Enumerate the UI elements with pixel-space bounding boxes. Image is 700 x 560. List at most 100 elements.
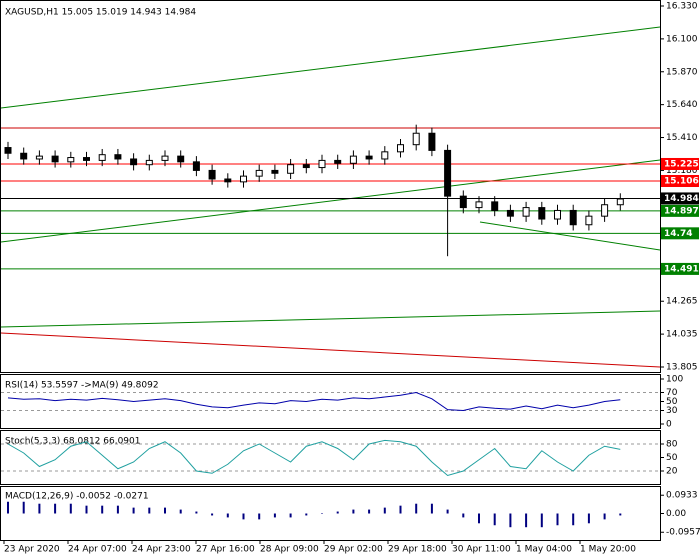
candle-body [349, 155, 357, 164]
candle-body [475, 201, 483, 209]
trend-line [0, 310, 661, 328]
candle-body [177, 155, 185, 163]
histogram-bar [415, 503, 418, 514]
candle-body [554, 209, 561, 220]
candle-body [569, 209, 577, 226]
candle-body [130, 158, 138, 166]
candle-body [318, 159, 326, 169]
histogram-bar [226, 513, 229, 518]
candle-body [161, 155, 169, 161]
histogram-bar [69, 503, 72, 514]
price-label-box [661, 174, 699, 187]
candle-body [538, 207, 546, 220]
candle-body [412, 132, 420, 146]
x-tick-label: 27 Apr 16:00 [196, 545, 255, 555]
histogram-bar [509, 513, 512, 528]
y-tick-label: 70 [666, 388, 678, 398]
histogram-bar [116, 505, 119, 514]
x-tick-label: 23 Apr 2020 [4, 545, 60, 555]
histogram-bar [383, 507, 386, 514]
candle-body [20, 152, 28, 160]
histogram-bar [148, 507, 151, 514]
histogram-bar [446, 509, 449, 514]
x-tick-label: 29 Apr 02:00 [324, 545, 383, 555]
candle-body [51, 155, 59, 163]
histogram-bar [478, 513, 480, 524]
histogram-bar [195, 511, 198, 514]
candle-body [83, 157, 90, 161]
x-tick-label: 30 Apr 11:00 [452, 545, 511, 555]
histogram-bar [540, 513, 543, 528]
histogram-bar [258, 513, 261, 520]
histogram-bar [242, 513, 245, 520]
y-tick-label: 30 [666, 406, 678, 416]
y-tick-label: 50 [666, 453, 678, 463]
histogram-bar [179, 509, 182, 514]
histogram-bar [336, 511, 339, 514]
histogram-bar [619, 513, 622, 516]
trend-line [479, 221, 661, 251]
y-tick-label: 15.870 [666, 67, 698, 77]
candle-body [35, 155, 43, 160]
x-tick-label: 1 May 20:00 [580, 545, 636, 555]
candle-body [491, 201, 499, 211]
panel-title: RSI(14) 53.5597 ->MA(9) 49.8092 [5, 381, 159, 391]
candle-body [145, 159, 153, 166]
price-label-box [661, 204, 699, 217]
histogram-bar [164, 507, 166, 514]
candle-body [224, 178, 232, 183]
candle-body [302, 164, 310, 169]
candle-body [397, 144, 404, 153]
indicator-line [7, 391, 621, 412]
y-tick-label: 50 [666, 397, 678, 407]
histogram-bar [556, 513, 559, 526]
y-tick-label: 16.330 [666, 2, 698, 12]
candle-body [334, 159, 342, 164]
candle-body [208, 169, 216, 180]
candle-body [98, 154, 106, 161]
y-tick-label: 0 [666, 420, 672, 430]
price-label: 14.491 [664, 264, 699, 274]
candle-body [255, 169, 263, 177]
histogram-bar [101, 505, 104, 514]
candle-body [287, 164, 295, 174]
candle-body [271, 169, 279, 174]
histogram-bar [368, 509, 371, 514]
y-tick-label: 80 [666, 440, 678, 450]
candle-body [114, 154, 122, 160]
price-label: 15.106 [664, 176, 699, 186]
y-tick-label: -0.0957 [666, 528, 700, 538]
candle-body [601, 204, 609, 217]
x-tick-label: 24 Apr 23:00 [132, 545, 191, 555]
histogram-bar [273, 513, 276, 518]
price-label-box [661, 157, 699, 170]
candle-body [240, 175, 247, 183]
y-tick-label: 0.0933 [666, 491, 698, 501]
price-label-box [661, 192, 699, 205]
histogram-bar [22, 501, 25, 514]
histogram-bar [493, 513, 496, 526]
y-tick-label: 15.410 [666, 133, 698, 143]
candle-body [428, 132, 436, 151]
histogram-bar [211, 513, 214, 516]
histogram-bar [38, 503, 41, 514]
price-label: 14.984 [664, 194, 699, 204]
price-label: 15.225 [664, 159, 699, 169]
histogram-bar [572, 513, 575, 526]
histogram-bar [399, 505, 402, 514]
panel-title: Stoch(5,3,3) 68.0812 66.0901 [5, 437, 140, 447]
x-tick-label: 28 Apr 09:00 [260, 545, 319, 555]
histogram-bar [85, 505, 88, 514]
histogram-bar [132, 507, 135, 514]
candle-body [585, 215, 593, 226]
histogram-bar [305, 513, 308, 516]
candle-body [381, 151, 389, 160]
panel-title: MACD(12,26,9) -0.0052 -0.0271 [5, 492, 149, 502]
histogram-bar [7, 501, 9, 514]
price-label-box [661, 227, 699, 240]
y-tick-label: 14.265 [666, 297, 698, 307]
trend-line [0, 159, 661, 243]
x-tick-label: 29 Apr 18:00 [388, 545, 447, 555]
histogram-bar [352, 509, 355, 514]
